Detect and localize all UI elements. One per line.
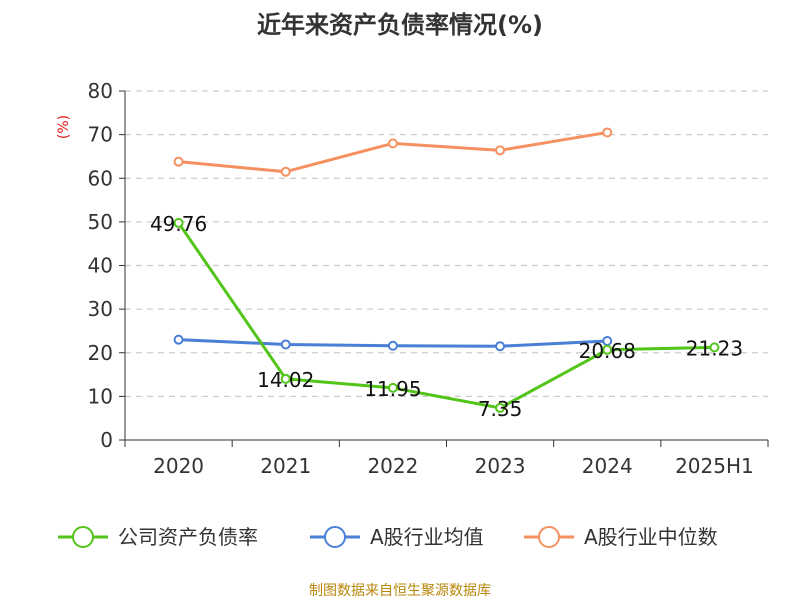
x-tick-label: 2025H1 <box>675 454 754 478</box>
y-tick-label: 70 <box>88 123 113 147</box>
legend-label: A股行业中位数 <box>584 525 718 549</box>
data-point-2 <box>387 138 398 149</box>
y-tick-label: 60 <box>88 166 113 190</box>
data-point-0 <box>602 344 613 355</box>
legend-item-0[interactable]: 公司资产负债率 <box>58 525 258 549</box>
data-point-2 <box>173 156 184 167</box>
data-point-1 <box>280 339 291 350</box>
data-labels: 49.76 14.02 11.95 7.35 20.68 21.23 <box>150 212 743 421</box>
series-line-0 <box>177 222 715 410</box>
data-point-0 <box>387 382 398 393</box>
legend-marker <box>324 526 346 548</box>
x-tick-label: 2024 <box>582 454 633 478</box>
data-label: 20.68 <box>579 339 636 363</box>
data-point-0 <box>495 402 506 413</box>
data-point-1 <box>495 341 506 352</box>
axes: 0 10 20 30 40 50 60 70 80 2020 2021 2022 2023 2024 202… <box>88 79 769 478</box>
data-point-0 <box>173 217 184 228</box>
series-layer <box>173 127 720 413</box>
legend-marker <box>538 526 560 548</box>
y-tick-label: 80 <box>88 79 113 103</box>
legend-item-2[interactable]: A股行业中位数 <box>524 525 718 549</box>
data-point-0 <box>709 342 720 353</box>
data-point-2 <box>495 145 506 156</box>
data-point-2 <box>280 166 291 177</box>
data-label: 7.35 <box>478 397 523 421</box>
data-point-0 <box>280 373 291 384</box>
grid <box>125 90 768 397</box>
data-point-1 <box>173 334 184 345</box>
data-label: 11.95 <box>364 377 421 401</box>
y-tick-label: 10 <box>88 384 113 408</box>
data-point-1 <box>387 340 398 351</box>
chart-title: 近年来资产负债率情况(%) <box>257 11 543 39</box>
x-tick-label: 2022 <box>367 454 418 478</box>
y-tick-label: 0 <box>100 428 113 452</box>
legend-marker <box>72 526 94 548</box>
y-tick-label: 20 <box>88 341 113 365</box>
y-tick-label: 30 <box>88 297 113 321</box>
y-tick-label: 40 <box>88 254 113 278</box>
legend-item-1[interactable]: A股行业均值 <box>310 525 484 549</box>
x-tick-label: 2023 <box>475 454 526 478</box>
legend-label: 公司资产负债率 <box>118 525 258 549</box>
y-axis-label: (%) <box>56 115 72 139</box>
data-point-2 <box>602 127 613 138</box>
x-tick-label: 2020 <box>153 454 204 478</box>
data-label: 21.23 <box>686 336 743 360</box>
data-label: 49.76 <box>150 212 207 236</box>
source-note: 制图数据来自恒生聚源数据库 <box>309 583 491 599</box>
data-label: 14.02 <box>257 368 314 392</box>
series-line-2 <box>178 130 608 174</box>
y-tick-label: 50 <box>88 210 113 234</box>
x-tick-label: 2021 <box>260 454 311 478</box>
legend-label: A股行业均值 <box>370 525 484 549</box>
legend: 公司资产负债率 A股行业均值 A股行业中位数 <box>58 525 718 549</box>
